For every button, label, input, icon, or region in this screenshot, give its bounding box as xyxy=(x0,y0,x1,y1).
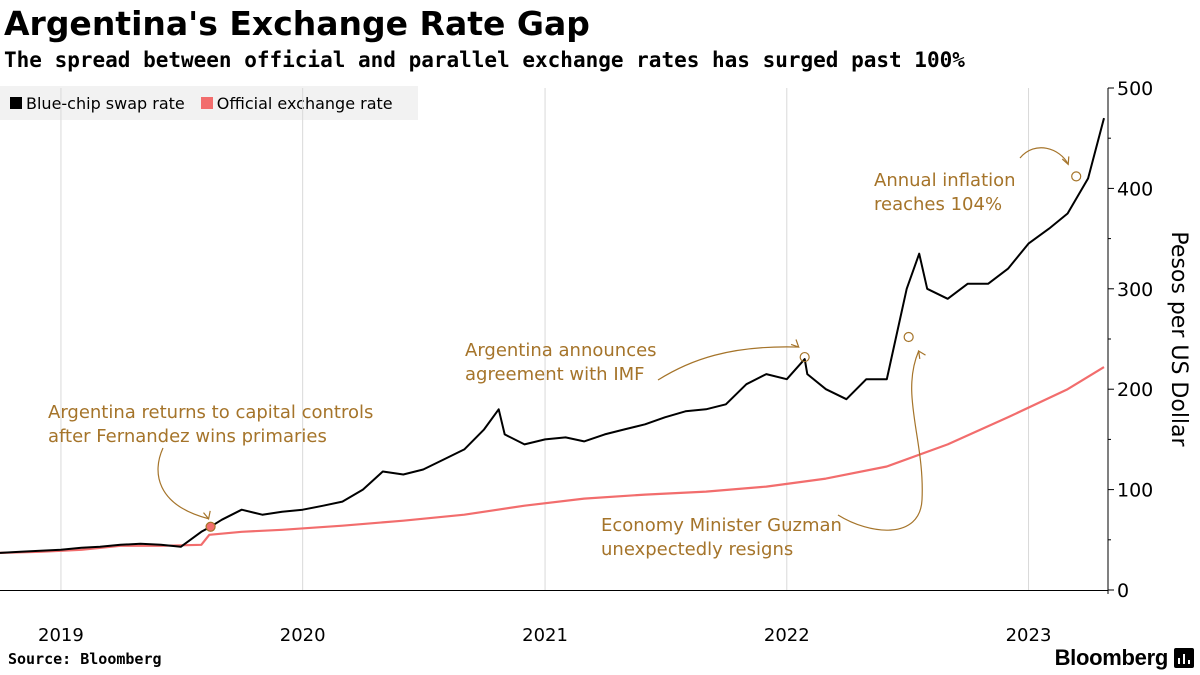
annotation-connector xyxy=(157,447,209,520)
legend-swatch-blue-chip xyxy=(10,97,22,109)
annotation-arrowhead xyxy=(203,510,211,521)
annotation-text: reaches 104% xyxy=(874,194,1002,215)
y-axis-title: Pesos per US Dollar xyxy=(1166,231,1191,447)
legend: Blue-chip swap rate Official exchange ra… xyxy=(0,86,418,120)
x-tick-label: 2019 xyxy=(38,625,84,646)
annotation-connector xyxy=(657,346,799,381)
bloomberg-logo: Bloomberg xyxy=(1054,645,1169,670)
series-line-blue-chip xyxy=(0,117,1105,554)
annotation-marker xyxy=(799,351,810,363)
annotation-text: Argentina announces xyxy=(465,340,657,361)
y-tick-label: 500 xyxy=(1117,78,1153,100)
annotation-arrowhead xyxy=(917,349,926,359)
x-tick-label: 2023 xyxy=(1006,625,1052,646)
legend-label-official: Official exchange rate xyxy=(216,93,393,113)
y-tick-label: 100 xyxy=(1117,480,1153,502)
annotation-connector xyxy=(837,350,923,531)
y-tick-label: 400 xyxy=(1117,178,1153,200)
annotation-marker xyxy=(903,331,914,343)
series-line-official xyxy=(0,366,1105,554)
annotation-marker xyxy=(1071,171,1082,182)
x-tick-label: 2021 xyxy=(522,625,568,646)
source-note: Source: Bloomberg xyxy=(8,650,162,668)
x-tick-label: 2020 xyxy=(280,625,326,646)
annotation-text: Annual inflation xyxy=(874,170,1016,191)
bloomberg-terminal-icon xyxy=(1174,648,1194,668)
annotation-text: unexpectedly resigns xyxy=(601,539,793,560)
annotation-arrowhead xyxy=(790,339,800,349)
legend-label-blue-chip: Blue-chip swap rate xyxy=(26,93,185,113)
y-tick-label: 0 xyxy=(1117,580,1129,602)
legend-swatch-official xyxy=(200,97,213,109)
chart-title: Argentina's Exchange Rate Gap xyxy=(4,4,590,43)
annotation-text: Economy Minister Guzman xyxy=(601,515,842,536)
y-tick-label: 300 xyxy=(1117,279,1153,301)
annotation-arrowhead xyxy=(1061,156,1070,166)
y-tick-label: 200 xyxy=(1117,379,1153,401)
annotation-text: after Fernandez wins primaries xyxy=(48,426,327,447)
annotation-text: agreement with IMF xyxy=(465,364,645,385)
chart-subtitle: The spread between official and parallel… xyxy=(4,48,965,72)
legend-item-official: Official exchange rate xyxy=(200,93,393,113)
annotation-marker xyxy=(205,521,216,532)
x-tick-label: 2022 xyxy=(764,625,810,646)
annotation-connector xyxy=(1019,147,1069,165)
legend-item-blue-chip: Blue-chip swap rate xyxy=(10,94,185,113)
annotation-text: Argentina returns to capital controls xyxy=(48,402,373,423)
